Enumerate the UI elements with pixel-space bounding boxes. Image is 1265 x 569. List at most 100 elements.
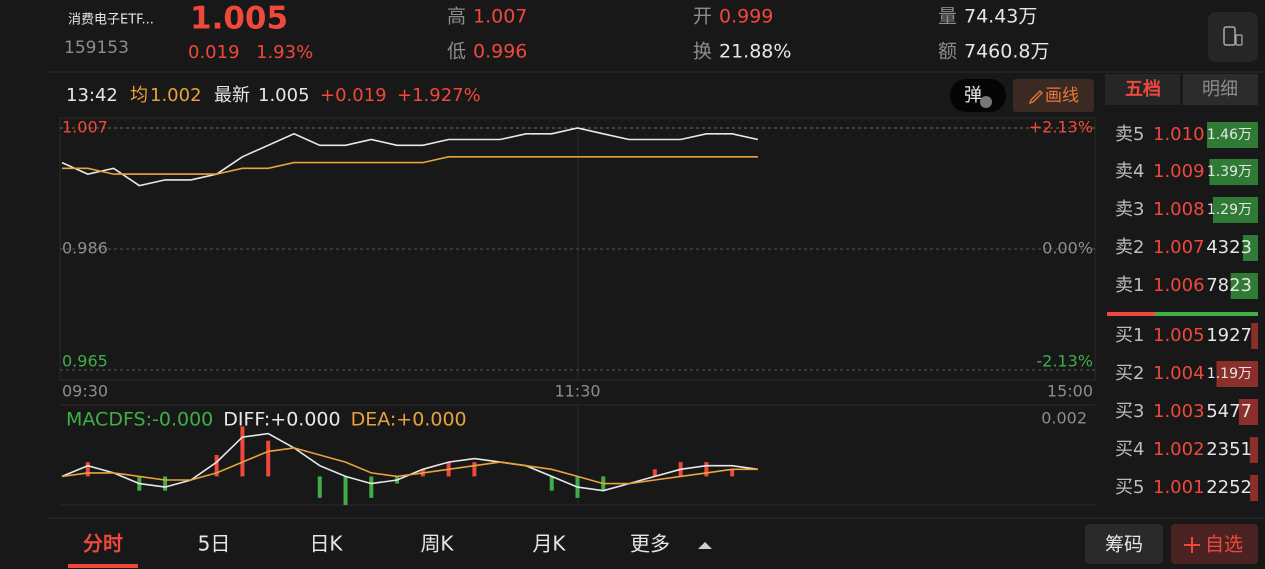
fund-name: 消费电子ETF... xyxy=(68,13,154,28)
macd-bar xyxy=(472,462,477,477)
book-tab[interactable]: 五档 xyxy=(1125,78,1161,100)
chips-button-label: 筹码 xyxy=(1105,534,1143,556)
macd-bar xyxy=(369,476,374,498)
plus-icon xyxy=(1184,537,1200,553)
book-price: 1.002 xyxy=(1153,439,1205,460)
book-label: 买1 xyxy=(1115,325,1144,346)
book-price: 1.008 xyxy=(1153,199,1205,220)
macd-bar xyxy=(163,476,168,491)
volume-bar xyxy=(1242,235,1258,261)
book-label: 买2 xyxy=(1115,363,1144,384)
high-label: 高 xyxy=(447,6,466,28)
volume-bar xyxy=(1249,437,1258,463)
y2-tick-label: -2.13% xyxy=(1036,352,1093,371)
book-price: 1.010 xyxy=(1153,124,1205,145)
device-button[interactable] xyxy=(1208,12,1258,62)
watchlist-button[interactable]: 自选 xyxy=(1171,524,1258,564)
volume-bar xyxy=(1251,323,1258,349)
info-time: 13:42 xyxy=(66,85,118,106)
y-tick-label: 1.007 xyxy=(62,118,108,137)
macd-bar xyxy=(85,462,90,477)
book-volume: 2252 xyxy=(1206,477,1252,498)
draw-button-bg xyxy=(1013,79,1094,112)
book-price: 1.006 xyxy=(1153,275,1205,296)
change-pct: 1.93% xyxy=(256,42,313,63)
open: 0.999 xyxy=(719,6,773,28)
macd-bar xyxy=(704,462,709,477)
book-label: 卖3 xyxy=(1115,199,1144,220)
footer-tab[interactable]: 日K xyxy=(309,532,343,556)
more-arrow[interactable] xyxy=(698,542,712,549)
y-tick-label: 0.965 xyxy=(62,352,108,371)
book-label: 卖4 xyxy=(1115,161,1144,182)
active-tab-underline xyxy=(68,564,138,568)
popup-icon xyxy=(980,96,992,108)
macd-bar xyxy=(266,440,271,477)
series-line xyxy=(61,127,759,187)
x-tick-label: 11:30 xyxy=(554,382,600,401)
series-line xyxy=(62,156,758,175)
footer-tab[interactable]: 5日 xyxy=(198,532,231,556)
book-label: 买4 xyxy=(1115,439,1144,460)
watchlist-button-label: 自选 xyxy=(1205,534,1243,556)
macd-bar xyxy=(652,469,657,477)
volume-bar xyxy=(1209,159,1258,185)
popup-button-bg xyxy=(950,79,1006,112)
avg-label: 均 xyxy=(130,85,148,106)
change: 0.019 xyxy=(188,42,240,63)
footer-tab[interactable]: 更多 xyxy=(630,532,670,556)
y2-tick-label: +2.13% xyxy=(1029,118,1093,137)
book-label: 卖2 xyxy=(1115,237,1144,258)
latest-label: 最新 xyxy=(214,85,250,106)
book-volume: 2351 xyxy=(1206,439,1252,460)
turnover-label: 换 xyxy=(693,41,712,63)
low-label: 低 xyxy=(447,41,466,63)
book-volume: 1.29万 xyxy=(1207,202,1252,218)
volume: 74.43万 xyxy=(964,6,1037,28)
macd-bar xyxy=(317,476,322,498)
footer-tab[interactable]: 月K xyxy=(532,532,566,556)
amount-label: 额 xyxy=(938,41,957,63)
book-volume: 1.39万 xyxy=(1207,164,1252,180)
device-button-bg xyxy=(1208,12,1258,62)
volume-bar xyxy=(1230,273,1258,299)
book-price: 1.001 xyxy=(1153,477,1205,498)
x-tick-label: 15:00 xyxy=(1047,382,1093,401)
legend-entry: DEA:+0.000 xyxy=(351,409,467,431)
footer-tab[interactable]: 分时 xyxy=(83,532,123,556)
popup-button[interactable]: 弹 xyxy=(950,79,1006,112)
popup-button-label: 弹 xyxy=(964,85,982,106)
y-tick-label: 0.986 xyxy=(62,239,108,258)
chips-button[interactable]: 筹码 xyxy=(1085,524,1163,564)
legend-entry: MACDFS:-0.000 xyxy=(66,409,213,431)
avg: 1.002 xyxy=(150,85,202,106)
volume-bar xyxy=(1250,475,1258,501)
book-tab[interactable]: 明细 xyxy=(1202,79,1238,100)
volume-bar xyxy=(1207,122,1258,148)
book-label: 卖1 xyxy=(1115,275,1144,296)
device-icon xyxy=(1223,26,1236,46)
info-pct: +1.927% xyxy=(397,85,481,106)
turnover: 21.88% xyxy=(719,41,791,63)
volume-bar xyxy=(1216,361,1258,387)
macd-bar xyxy=(214,455,219,477)
amount: 7460.8万 xyxy=(964,41,1049,63)
book-volume: 1.46万 xyxy=(1207,127,1252,143)
device-icon xyxy=(1235,34,1243,46)
chips-button-bg xyxy=(1085,524,1163,564)
y2-tick-label: 0.00% xyxy=(1042,239,1093,258)
book-price: 1.005 xyxy=(1153,325,1205,346)
price: 1.005 xyxy=(190,1,288,37)
volume-bar xyxy=(1238,399,1258,425)
watchlist-button-bg xyxy=(1171,524,1258,564)
info-change: +0.019 xyxy=(320,85,387,106)
book-price: 1.009 xyxy=(1153,161,1205,182)
legend-entry: DIFF:+0.000 xyxy=(223,409,340,431)
footer-tab[interactable]: 周K xyxy=(420,532,454,556)
book-volume: 1927 xyxy=(1206,325,1252,346)
open-label: 开 xyxy=(693,6,712,28)
latest: 1.005 xyxy=(258,85,310,106)
draw-button[interactable]: 画线 xyxy=(1013,79,1094,112)
ratio-bar-green xyxy=(1155,312,1258,316)
